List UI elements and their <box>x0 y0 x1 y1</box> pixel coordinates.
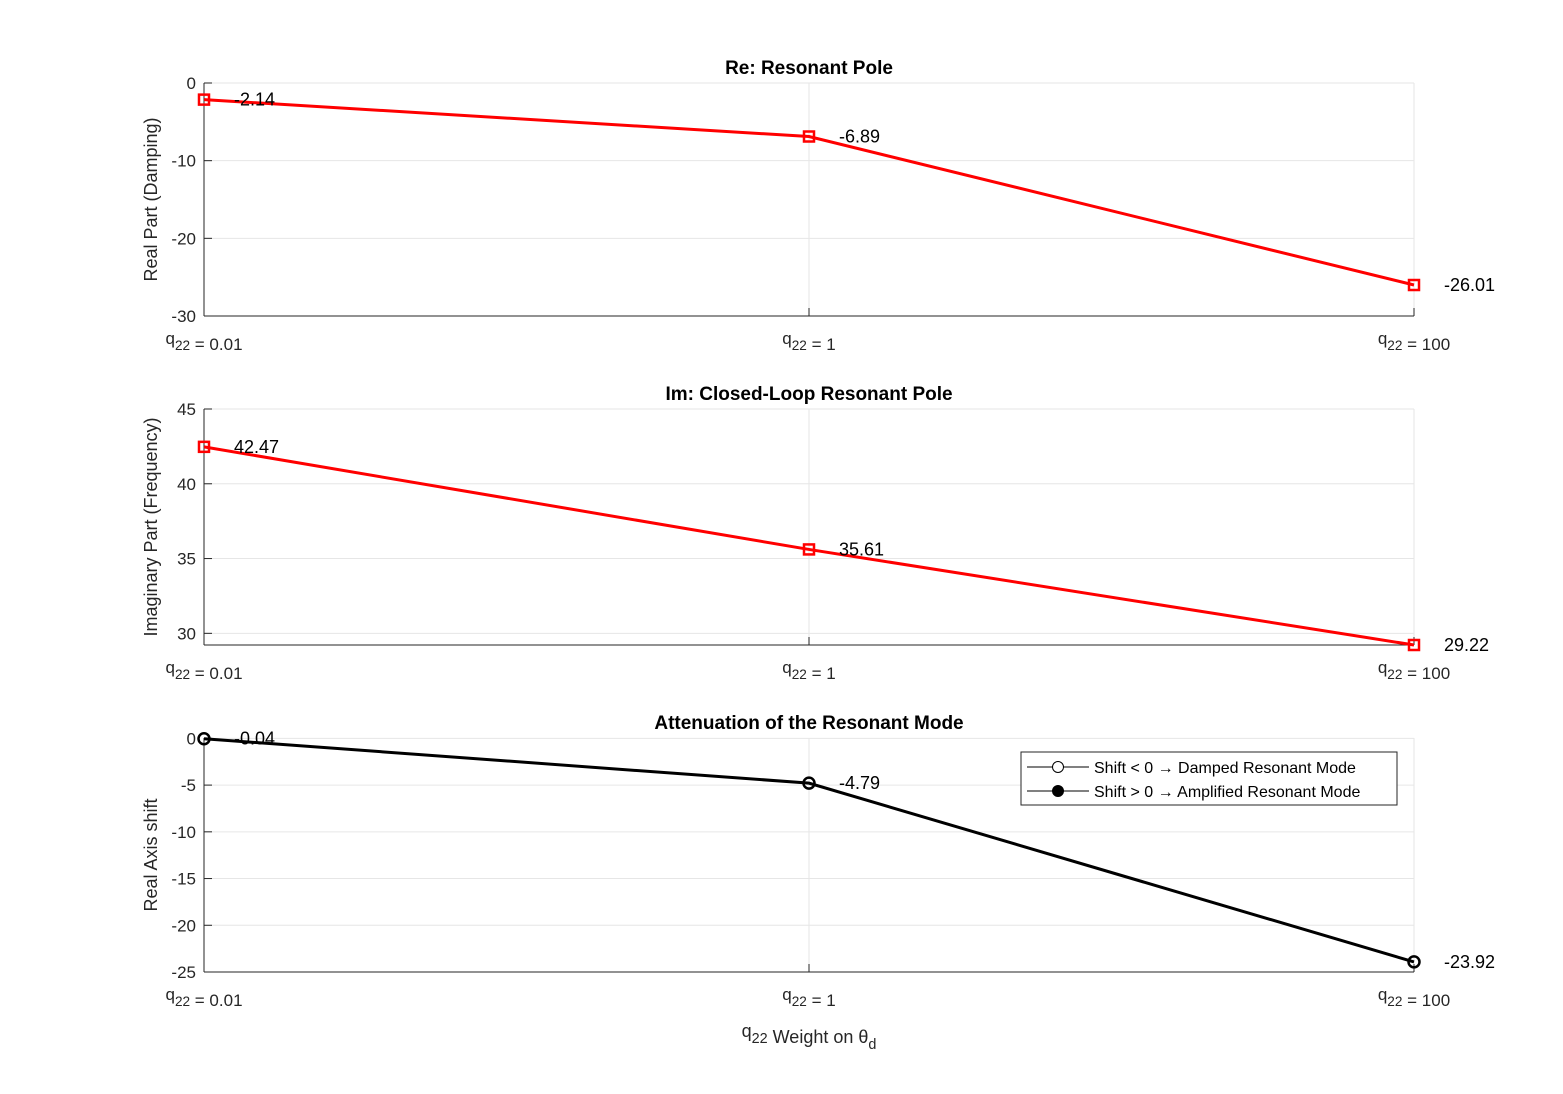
data-label: -23.92 <box>1444 952 1495 972</box>
y-tick-label: 40 <box>177 475 196 494</box>
y-tick-label: -20 <box>171 229 196 248</box>
x-tick-label: q22 = 100 <box>1378 985 1450 1010</box>
x-tick-label: q22 = 1 <box>782 985 835 1010</box>
data-point <box>197 93 211 106</box>
panel-1: 0 -10 -20 -30 q22 = 0.01 q22 = 1 q22 = 100 Re: … <box>141 58 1495 354</box>
data-label: 29.22 <box>1444 635 1489 655</box>
y-axis-label: Imaginary Part (Frequency) <box>141 417 161 636</box>
series-line <box>203 737 1415 964</box>
panel-3: 0 -5 -10 -15 -20 -25 q22 = 0.01 q22 = 1 q22 = 10… <box>141 713 1495 1053</box>
legend-label: Shift < 0 → Damped Resonant Mode <box>1094 760 1356 777</box>
y-tick-label: 45 <box>177 400 196 419</box>
x-tick-label: q22 = 0.01 <box>165 329 242 354</box>
data-point <box>1407 955 1421 969</box>
y-tick-label: -5 <box>181 776 196 795</box>
data-label: -0.04 <box>234 729 275 749</box>
x-tick-label: q22 = 0.01 <box>165 985 242 1010</box>
x-tick-label: q22 = 100 <box>1378 329 1450 354</box>
x-tick-label: q22 = 100 <box>1378 658 1450 683</box>
chart-title: Attenuation of the Resonant Mode <box>654 713 963 734</box>
data-point <box>802 130 816 143</box>
chart-title: Re: Resonant Pole <box>725 58 893 79</box>
data-label: 35.61 <box>839 539 884 559</box>
y-tick-label: 0 <box>187 74 196 93</box>
filled-circle-icon <box>1052 785 1064 797</box>
x-tick-label: q22 = 1 <box>782 658 835 683</box>
legend-box <box>1020 751 1398 806</box>
data-point <box>802 776 816 790</box>
data-label: -26.01 <box>1444 275 1495 295</box>
y-tick-label: -30 <box>171 307 196 326</box>
data-label: -6.89 <box>839 127 880 147</box>
chart-title: Im: Closed-Loop Resonant Pole <box>665 384 952 405</box>
y-tick-label: -10 <box>171 152 196 171</box>
legend-label: Shift > 0 → Amplified Resonant Mode <box>1094 784 1360 801</box>
data-point <box>1407 278 1421 292</box>
data-point <box>1407 638 1421 652</box>
data-point <box>197 440 211 454</box>
y-tick-label: -25 <box>171 963 196 982</box>
y-tick-label: 30 <box>177 624 196 643</box>
data-point <box>197 731 211 746</box>
series-line <box>203 98 1415 287</box>
y-tick-label: 0 <box>187 729 196 748</box>
y-axis-label: Real Part (Damping) <box>141 117 161 281</box>
open-circle-icon <box>1052 761 1064 773</box>
data-label: 42.47 <box>234 437 279 457</box>
y-tick-label: -20 <box>171 916 196 935</box>
x-tick-label: q22 = 0.01 <box>165 658 242 683</box>
x-axis-label: q22 Weight on θd <box>742 1021 877 1053</box>
data-point <box>802 543 816 556</box>
y-tick-label: 35 <box>177 550 196 569</box>
y-axis-label: Real Axis shift <box>141 798 161 911</box>
data-label: -2.14 <box>234 90 275 110</box>
series-line <box>203 445 1415 647</box>
panel-2: 45 40 35 30 q22 = 0.01 q22 = 1 q22 = 100 Im: Cl… <box>141 384 1489 683</box>
x-tick-label: q22 = 1 <box>782 329 835 354</box>
y-tick-label: -10 <box>171 823 196 842</box>
legend: Shift < 0 → Damped Resonant Mode Shift > … <box>1020 751 1398 806</box>
data-label: -4.79 <box>839 773 880 793</box>
y-tick-label: -15 <box>171 870 196 889</box>
